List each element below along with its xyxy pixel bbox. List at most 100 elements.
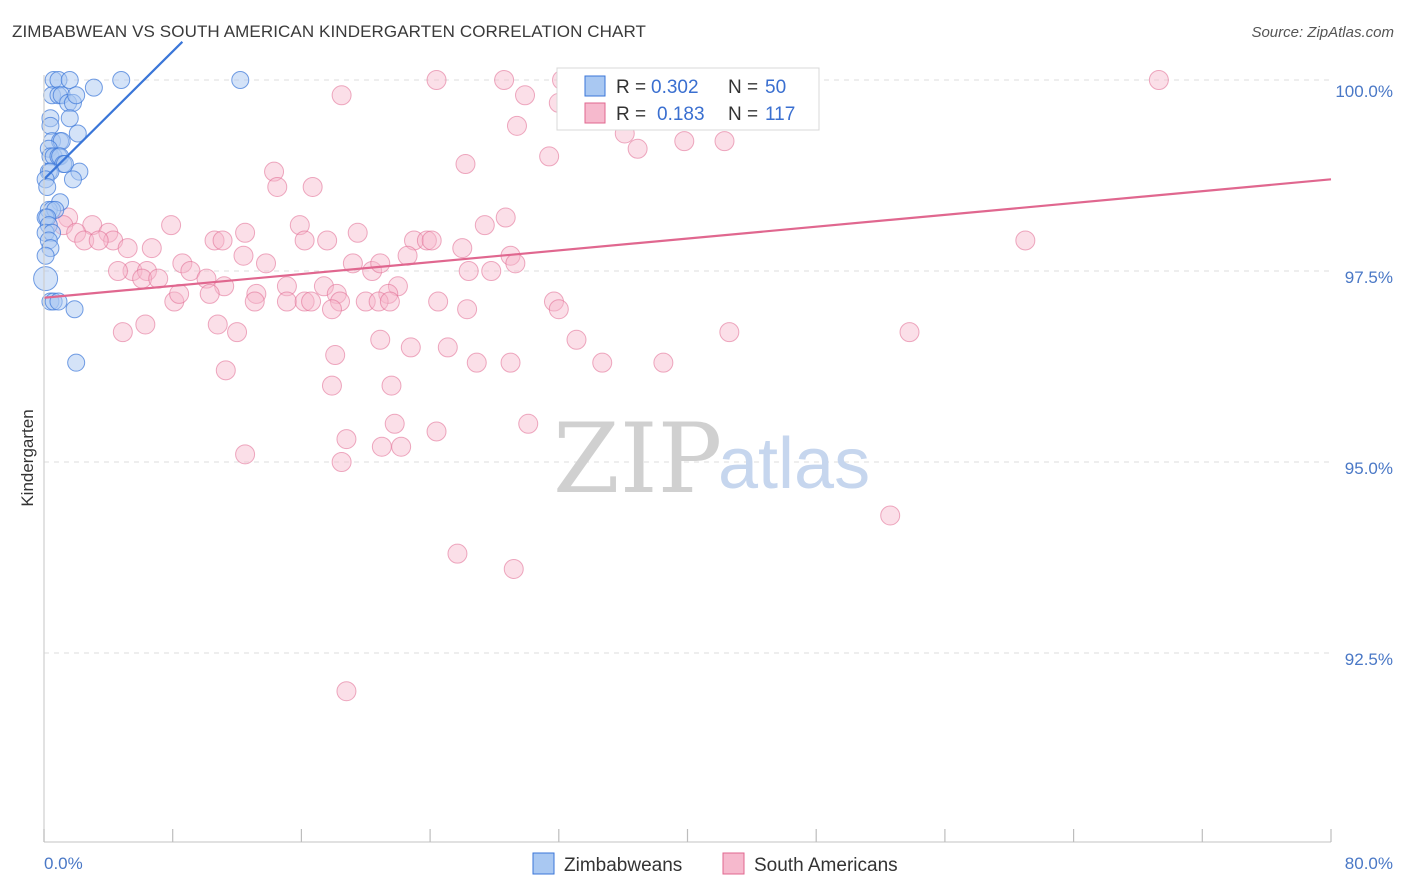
south-americans-point (301, 291, 322, 312)
south-americans-point (313, 276, 334, 297)
x-tick-label-max: 80.0% (1345, 854, 1393, 873)
south-americans-point (347, 222, 368, 243)
zimbabweans-point (36, 246, 55, 265)
south-americans-point (294, 230, 315, 251)
zimbabweans-point (63, 170, 82, 189)
zimbabweans-trend-line (43, 41, 184, 181)
zimbabweans-point (67, 86, 86, 105)
south-americans-point (627, 138, 648, 159)
south-americans-point (880, 505, 901, 526)
south-americans-point (256, 253, 277, 274)
south-americans-point (1015, 230, 1036, 251)
legend-r-value-1: 0.302 (651, 77, 699, 98)
south-americans-point (899, 322, 920, 343)
south-americans-point (500, 352, 521, 373)
south-americans-point (331, 452, 352, 472)
zimbabweans-point (231, 71, 250, 89)
south-americans-point (246, 283, 267, 304)
zimbabweans-points (33, 71, 250, 372)
south-americans-point (437, 337, 458, 358)
y-tick-label: 97.5% (1345, 268, 1393, 287)
south-americans-point (135, 314, 156, 335)
zimbabweans-point (60, 109, 79, 128)
south-americans-point (447, 543, 468, 564)
series-legend: Zimbabweans South Americans (532, 852, 898, 876)
watermark-zip: ZIP (553, 403, 722, 515)
south-americans-point (421, 230, 442, 251)
south-americans-point (381, 375, 402, 396)
south-americans-point (264, 161, 285, 182)
south-americans-point (379, 291, 400, 312)
bottom-legend-zimbabweans: Zimbabweans (564, 855, 682, 876)
south-americans-point (518, 413, 539, 434)
south-americans-point (336, 681, 357, 702)
south-americans-point (267, 176, 288, 197)
south-americans-point (494, 70, 515, 90)
south-americans-point (457, 299, 478, 320)
south-americans-point (336, 429, 357, 450)
south-americans-point (276, 276, 297, 297)
south-americans-point (455, 154, 476, 175)
south-americans-point (212, 230, 233, 251)
zimbabweans-point (60, 71, 79, 89)
south-americans-point (548, 299, 569, 320)
south-americans-point (117, 238, 138, 259)
south-americans-point (88, 230, 109, 251)
south-americans-point (204, 230, 225, 251)
south-americans-point (384, 413, 405, 434)
south-americans-point (391, 436, 412, 457)
legend-n-value-1: 50 (765, 77, 786, 98)
bottom-legend-swatch-south-americans (722, 852, 745, 875)
x-tick-label-min: 0.0% (44, 854, 83, 873)
south-americans-point (370, 329, 391, 350)
south-americans-point (1148, 70, 1169, 90)
south-americans-point (505, 253, 526, 274)
legend-r-value-2: 0.183 (657, 104, 705, 125)
south-americans-point (227, 322, 248, 343)
south-americans-point (289, 215, 310, 236)
south-americans-point (474, 215, 495, 236)
south-americans-point (276, 291, 297, 312)
chart-title: ZIMBABWEAN VS SOUTH AMERICAN KINDERGARTE… (12, 22, 647, 41)
south-americans-point (148, 268, 169, 289)
south-americans-point (233, 245, 254, 266)
south-americans-point (426, 70, 447, 90)
watermark: ZIP atlas (553, 403, 870, 515)
south-americans-point (321, 299, 342, 320)
south-americans-point (331, 85, 352, 106)
south-americans-point (244, 291, 265, 312)
zimbabweans-point (33, 266, 59, 292)
south-americans-point (294, 291, 315, 312)
south-americans-point (539, 146, 560, 167)
south-americans-point (506, 115, 527, 136)
source-credit: Source: ZipAtlas.com (1251, 24, 1394, 41)
south-americans-point (108, 261, 129, 281)
south-americans-trend-line (43, 178, 1332, 299)
south-americans-point (452, 238, 473, 259)
south-americans-point (302, 176, 323, 197)
zimbabweans-point (38, 177, 57, 196)
south-americans-point (207, 314, 228, 335)
south-americans-point (371, 436, 392, 457)
stats-legend: R = 0.302 N = 50 R = 0.183 N = 117 (556, 67, 820, 131)
south-americans-point (321, 375, 342, 396)
y-tick-label: 92.5% (1345, 650, 1393, 669)
south-americans-point (503, 558, 524, 579)
legend-n-label-2: N = (728, 104, 758, 125)
south-americans-point (458, 261, 479, 281)
south-americans-point (714, 131, 735, 152)
bottom-legend-south-americans: South Americans (754, 855, 898, 876)
zimbabweans-point (55, 155, 74, 174)
south-americans-point (674, 131, 695, 152)
y-tick-label: 95.0% (1345, 459, 1393, 478)
zimbabweans-point (112, 71, 131, 89)
south-americans-point (428, 291, 449, 312)
south-americans-point (199, 283, 220, 304)
y-axis-label: Kindergarten (18, 409, 37, 506)
legend-r-label-2: R = (616, 104, 646, 125)
south-americans-point (719, 322, 740, 343)
south-americans-point (416, 230, 437, 251)
gridlines (44, 79, 1331, 654)
south-americans-point (235, 222, 256, 243)
south-americans-point (317, 230, 338, 251)
